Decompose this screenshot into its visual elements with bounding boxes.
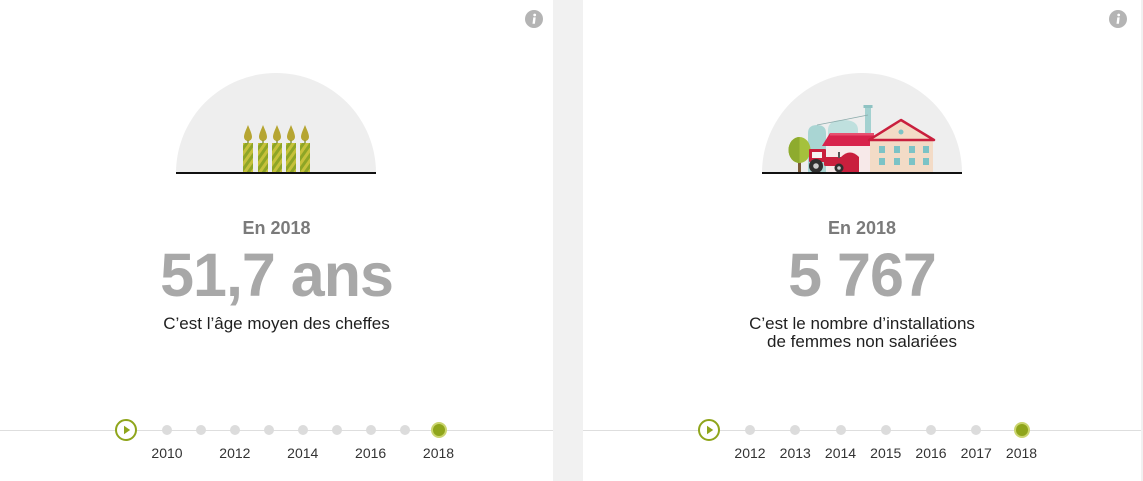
timeline-point[interactable]	[399, 425, 410, 435]
timeline-year-label[interactable]: 2015	[870, 445, 902, 461]
timeline-year-label[interactable]: 2016	[915, 445, 947, 461]
timeline-point[interactable]	[331, 425, 342, 435]
timeline-point[interactable]	[297, 425, 308, 435]
timeline-year-label[interactable]: 2014	[287, 445, 319, 461]
timeline-point[interactable]	[263, 425, 274, 435]
timeline-point[interactable]	[971, 425, 982, 435]
timeline-track	[0, 430, 553, 431]
timeline-year-label[interactable]: 2012	[734, 445, 766, 461]
play-button[interactable]	[115, 419, 137, 441]
key-figure-description: C’est l’âge moyen des cheffes	[0, 315, 553, 333]
timeline-point[interactable]	[229, 425, 240, 435]
key-figure-description: C’est le nombre d’installations de femme…	[583, 315, 1141, 351]
description-line: C’est le nombre d’installations	[749, 314, 975, 333]
year-heading: En 2018	[827, 218, 897, 238]
timeline-point-active[interactable]	[1013, 422, 1030, 438]
timeline-year-label[interactable]: 2018	[1005, 445, 1038, 461]
description-line: de femmes non salariées	[767, 332, 957, 351]
key-figure-value: 51,7 ans	[160, 241, 394, 309]
play-icon	[707, 425, 714, 435]
play-button[interactable]	[698, 419, 720, 441]
timeline-point[interactable]	[745, 425, 755, 435]
key-figure-value: 5 767	[788, 241, 937, 309]
key-figure-card-installations: En 2018 5 767 C’est le nombre d’installa…	[583, 0, 1141, 481]
timeline-point[interactable]	[926, 425, 936, 435]
timeline-track	[583, 430, 1141, 431]
timeline-point[interactable]	[162, 425, 172, 435]
farm-illustration	[762, 73, 962, 174]
timeline-year-label[interactable]: 2012	[219, 445, 251, 461]
info-icon[interactable]	[1109, 10, 1127, 28]
timeline-year-label[interactable]: 2016	[355, 445, 387, 461]
info-icon[interactable]	[525, 10, 543, 28]
year-heading: En 2018	[242, 218, 311, 238]
timeline-point[interactable]	[790, 425, 801, 435]
timeline-point[interactable]	[365, 425, 376, 435]
play-icon	[124, 425, 131, 435]
timeline-year-label[interactable]: 2013	[779, 445, 811, 461]
timeline-year-label[interactable]: 2014	[824, 445, 857, 461]
timeline-year-label[interactable]: 2010	[151, 445, 183, 461]
timeline-point[interactable]	[880, 425, 891, 435]
year-timeline: 2010 2012 2014 2016 2018	[0, 410, 553, 470]
description-line: C’est l’âge moyen des cheffes	[163, 314, 390, 333]
timeline-year-label[interactable]: 2018	[422, 445, 455, 461]
timeline-point[interactable]	[835, 425, 846, 435]
candles-illustration	[176, 73, 376, 174]
timeline-point[interactable]	[195, 425, 206, 435]
year-timeline: 2012 2013 2014 2015 2016 2017 2018	[583, 410, 1141, 470]
timeline-point-active[interactable]	[430, 422, 447, 438]
key-figure-card-age: En 2018 51,7 ans C’est l’âge moyen des c…	[0, 0, 553, 481]
timeline-year-label[interactable]: 2017	[960, 445, 992, 461]
